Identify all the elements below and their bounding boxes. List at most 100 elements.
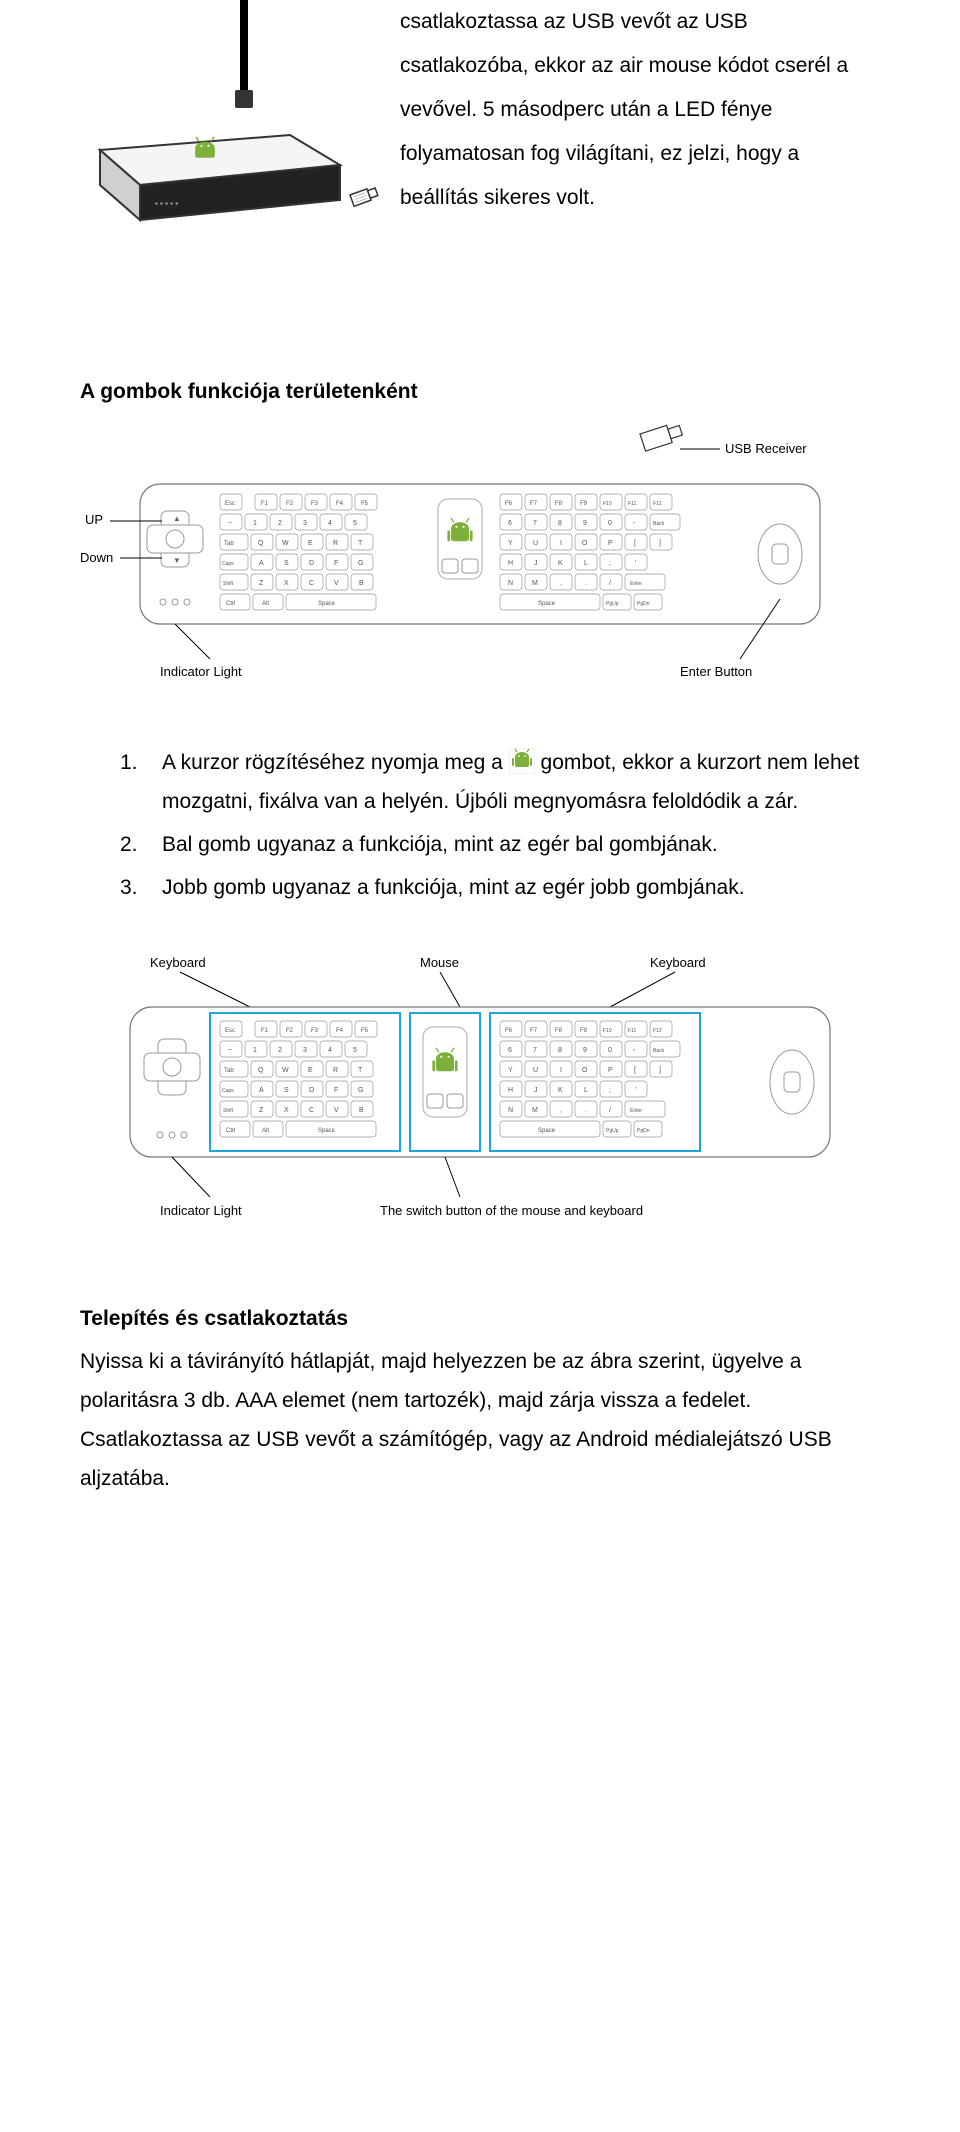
- svg-text:H: H: [508, 1087, 513, 1094]
- svg-text:K: K: [558, 560, 563, 567]
- svg-text:V: V: [334, 580, 339, 587]
- svg-text:E: E: [308, 540, 313, 547]
- svg-text:,: ,: [560, 1107, 562, 1114]
- svg-text:P: P: [608, 540, 613, 547]
- svg-text:6: 6: [508, 520, 512, 527]
- svg-text:': ': [635, 1087, 636, 1094]
- svg-text:Z: Z: [259, 1107, 264, 1114]
- svg-text:D: D: [309, 1087, 314, 1094]
- svg-text:0: 0: [608, 1047, 612, 1054]
- svg-text:[: [: [634, 1067, 636, 1074]
- svg-text:~: ~: [228, 1047, 232, 1054]
- svg-text:F7: F7: [530, 1028, 538, 1034]
- svg-text:]: ]: [659, 1067, 661, 1074]
- svg-text:;: ;: [609, 560, 611, 567]
- svg-text:7: 7: [533, 520, 537, 527]
- svg-text:Esc: Esc: [225, 1028, 235, 1034]
- svg-text:W: W: [282, 540, 289, 547]
- svg-text:J: J: [534, 560, 538, 567]
- svg-text:F8: F8: [555, 1028, 563, 1034]
- svg-text:Q: Q: [258, 1067, 264, 1074]
- svg-text:[: [: [634, 540, 636, 547]
- label-usb-receiver: USB Receiver: [725, 441, 807, 456]
- svg-text:I: I: [560, 540, 562, 547]
- list-item-1-before: A kurzor rögzítéséhez nyomja meg a: [162, 751, 509, 774]
- svg-text:Shift: Shift: [223, 1108, 234, 1114]
- svg-text:T: T: [358, 540, 363, 547]
- svg-text:A: A: [259, 560, 264, 567]
- svg-text:F10: F10: [603, 1028, 612, 1034]
- svg-text:.: .: [585, 580, 587, 587]
- svg-text:G: G: [358, 1087, 363, 1094]
- svg-text:▲: ▲: [173, 514, 181, 523]
- svg-text:G: G: [358, 560, 363, 567]
- svg-text:X: X: [284, 580, 289, 587]
- svg-text:PgDn: PgDn: [637, 601, 650, 607]
- svg-text:F8: F8: [555, 501, 563, 507]
- intro-section: ▪ ▪ ▪ ▪ ▪ csatlakoztassa az USB vevőt az…: [80, 0, 880, 260]
- svg-text:F12: F12: [653, 1028, 662, 1034]
- svg-text:F10: F10: [603, 501, 612, 507]
- svg-text:C: C: [309, 1107, 314, 1114]
- svg-text:5: 5: [353, 1047, 357, 1054]
- svg-text:H: H: [508, 560, 513, 567]
- label-mouse: Mouse: [420, 955, 459, 970]
- svg-text:N: N: [508, 580, 513, 587]
- intro-text: csatlakoztassa az USB vevőt az USB csatl…: [400, 0, 880, 220]
- svg-text:F11: F11: [628, 501, 636, 507]
- svg-text:Enter: Enter: [630, 581, 642, 587]
- svg-text:U: U: [533, 540, 538, 547]
- svg-text:2: 2: [278, 520, 282, 527]
- svg-text:F2: F2: [286, 1028, 294, 1034]
- svg-text:Esc: Esc: [225, 501, 235, 507]
- svg-text:B: B: [359, 1107, 364, 1114]
- svg-text:M: M: [532, 580, 538, 587]
- svg-text:S: S: [284, 560, 289, 567]
- svg-text:Space: Space: [538, 601, 556, 607]
- svg-text:Y: Y: [508, 540, 513, 547]
- install-title: Telepítés és csatlakoztatás: [80, 1307, 880, 1331]
- svg-text:/: /: [609, 1107, 611, 1114]
- svg-text:Enter: Enter: [630, 1108, 642, 1114]
- svg-text:F: F: [334, 1087, 338, 1094]
- svg-text:K: K: [558, 1087, 563, 1094]
- svg-text:F2: F2: [286, 501, 294, 507]
- install-body: Nyissa ki a távirányító hátlapját, majd …: [80, 1343, 880, 1498]
- svg-text:2: 2: [278, 1047, 282, 1054]
- svg-text:Space: Space: [318, 601, 336, 607]
- svg-text:8: 8: [558, 520, 562, 527]
- svg-text:S: S: [284, 1087, 289, 1094]
- label-switch-button: The switch button of the mouse and keybo…: [380, 1203, 643, 1218]
- svg-text:Back: Back: [653, 521, 665, 527]
- svg-text:F9: F9: [580, 501, 588, 507]
- svg-text:9: 9: [583, 1047, 587, 1054]
- svg-text:Caps: Caps: [222, 1088, 234, 1094]
- svg-text:PgDn: PgDn: [637, 1128, 650, 1134]
- svg-text:Tab: Tab: [224, 1068, 234, 1074]
- svg-text:Q: Q: [258, 540, 264, 547]
- label-enter-button: Enter Button: [680, 664, 752, 679]
- svg-text:R: R: [333, 1067, 338, 1074]
- svg-text:E: E: [308, 1067, 313, 1074]
- svg-text:,: ,: [560, 580, 562, 587]
- svg-text:Space: Space: [318, 1128, 336, 1134]
- list-item-1: 1. A kurzor rögzítéséhez nyomja meg a: [120, 744, 880, 822]
- svg-text:A: A: [259, 1087, 264, 1094]
- android-icon: [509, 748, 535, 774]
- svg-text:F1: F1: [261, 501, 269, 507]
- svg-text:Ctrl: Ctrl: [226, 601, 235, 607]
- section1-title: A gombok funkciója területenként: [80, 380, 880, 404]
- function-list: 1. A kurzor rögzítéséhez nyomja meg a: [80, 744, 880, 907]
- svg-text:1: 1: [253, 520, 257, 527]
- svg-text:F6: F6: [505, 1028, 513, 1034]
- svg-text:Ctrl: Ctrl: [226, 1128, 235, 1134]
- list-item-3: 3. Jobb gomb ugyanaz a funkciója, mint a…: [120, 869, 880, 908]
- svg-text:F4: F4: [336, 1028, 344, 1034]
- svg-text:F3: F3: [311, 1028, 319, 1034]
- svg-text:Back: Back: [653, 1048, 665, 1054]
- keyboard-diagram-2: Keyboard Mouse Keyboard: [80, 947, 880, 1227]
- label-indicator-light-2: Indicator Light: [160, 1203, 242, 1218]
- svg-text:T: T: [358, 1067, 363, 1074]
- svg-text:0: 0: [608, 520, 612, 527]
- svg-text:F5: F5: [361, 1028, 369, 1034]
